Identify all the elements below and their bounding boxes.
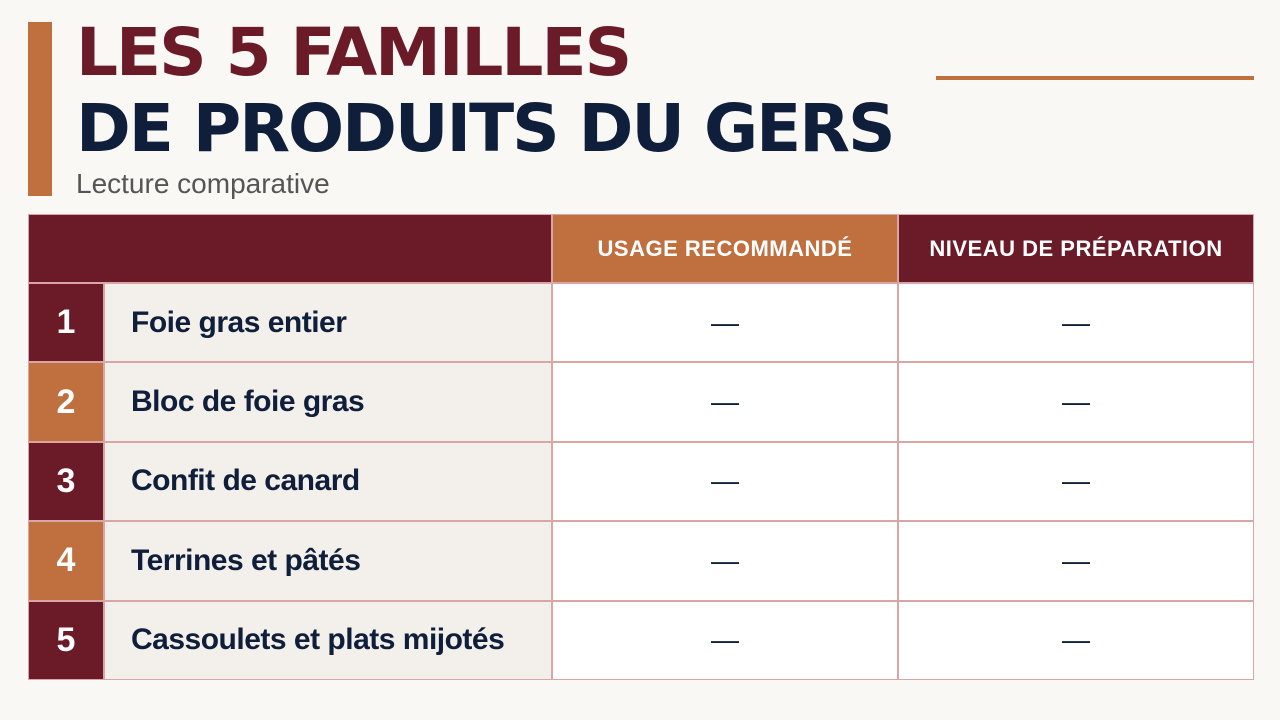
row-name: Foie gras entier xyxy=(104,283,552,363)
row-number: 3 xyxy=(28,441,104,522)
row-number: 1 xyxy=(28,283,104,363)
subtitle: Lecture comparative xyxy=(76,168,330,199)
accent-bar xyxy=(28,22,52,196)
table-cell: — xyxy=(898,521,1254,601)
table-cell: — xyxy=(552,441,898,522)
table-cell: — xyxy=(552,521,898,601)
row-name: Confit de canard xyxy=(104,441,552,522)
table-cell: — xyxy=(552,283,898,363)
header-blank xyxy=(28,214,552,283)
row-name: Cassoulets et plats mijotés xyxy=(104,600,552,680)
table-cell: — xyxy=(898,441,1254,522)
row-name: Terrines et pâtés xyxy=(104,521,552,601)
column-header: USAGE RECOMMANDÉ xyxy=(552,214,898,283)
column-header: NIVEAU DE PRÉPARATION xyxy=(898,214,1254,283)
table-cell: — xyxy=(898,362,1254,442)
row-number: 4 xyxy=(28,521,104,601)
row-number: 5 xyxy=(28,600,104,680)
accent-rule xyxy=(936,76,1254,80)
title: DE PRODUITS DU GERS xyxy=(76,90,896,167)
table-cell: — xyxy=(898,283,1254,363)
row-number: 2 xyxy=(28,362,104,442)
table-cell: — xyxy=(898,600,1254,680)
table-cell: — xyxy=(552,362,898,442)
row-name: Bloc de foie gras xyxy=(104,362,552,442)
title: LES 5 FAMILLES xyxy=(76,14,632,91)
table-cell: — xyxy=(552,600,898,680)
